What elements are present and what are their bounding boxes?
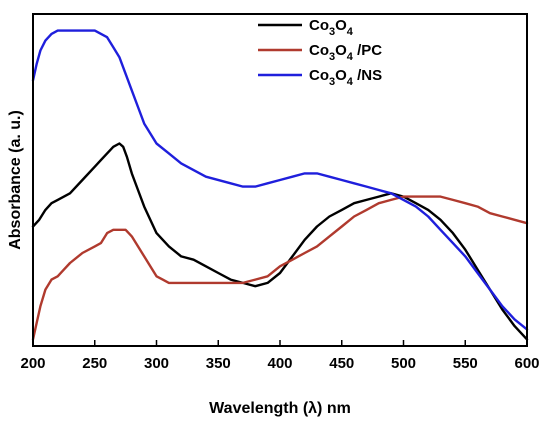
- x-tick-label: 500: [391, 355, 416, 372]
- series-line-2: [31, 29, 529, 331]
- x-tick-label: 300: [144, 355, 169, 372]
- legend-label-1: Co3O4 /PC: [309, 42, 382, 63]
- x-axis: 200 250 300 350 400 450 500 550 600: [20, 340, 540, 372]
- series-line-0: [31, 142, 529, 341]
- plot-area: [31, 29, 529, 341]
- x-tick-label: 550: [453, 355, 478, 372]
- x-tick-label: 350: [206, 355, 231, 372]
- x-tick-label: 450: [329, 355, 354, 372]
- y-axis-title: Absorbance (a. u.): [7, 110, 24, 250]
- x-axis-title: Wavelength (λ) nm: [209, 400, 351, 417]
- x-tick-label: 400: [267, 355, 292, 372]
- x-tick-label: 600: [514, 355, 539, 372]
- legend-label-0: Co3O4: [309, 17, 354, 38]
- x-tick-label: 250: [82, 355, 107, 372]
- legend-label-2: Co3O4 /NS: [309, 67, 382, 88]
- series-line-1: [31, 195, 529, 341]
- legend: Co3O4 Co3O4 /PC Co3O4 /NS: [258, 17, 382, 88]
- x-tick-label: 200: [20, 355, 45, 372]
